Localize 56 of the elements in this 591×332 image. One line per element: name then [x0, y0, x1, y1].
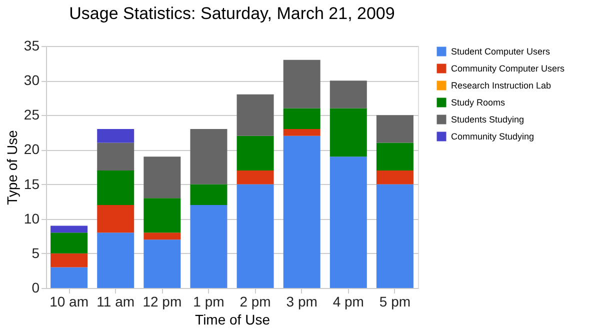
bar [144, 240, 181, 288]
chart-title: Usage Statistics: Saturday, March 21, 2009 [69, 4, 395, 23]
legend-label: Community Studying [451, 132, 534, 142]
legend-label: Study Rooms [451, 98, 506, 108]
bar [97, 142, 134, 170]
y-tick-label: 10 [24, 210, 40, 226]
legend-label: Students Studying [451, 114, 524, 124]
x-tick-label: 11 am [96, 294, 135, 310]
bar [236, 170, 274, 184]
bar [50, 267, 88, 288]
bar [330, 80, 367, 108]
bar [97, 232, 134, 288]
x-tick-label: 1 pm [193, 294, 224, 310]
y-tick-label: 25 [24, 106, 40, 123]
bar [144, 156, 181, 198]
x-tick-label: 10 am [50, 294, 89, 310]
bar [283, 136, 320, 288]
bar [376, 170, 414, 184]
bar [283, 128, 320, 136]
legend-label: Student Computer Users [451, 46, 551, 56]
x-tick-label: 2 pm [240, 294, 271, 310]
y-tick-label: 20 [24, 141, 40, 158]
bar [190, 184, 228, 206]
bar [376, 115, 414, 143]
y-axis-title: Type of Use [4, 130, 20, 205]
bar [50, 226, 88, 233]
x-tick-label: 12 pm [142, 294, 182, 310]
bar [97, 170, 134, 206]
bar [190, 128, 228, 184]
bar [236, 136, 274, 170]
y-tick-label: 15 [24, 176, 40, 192]
bar [144, 198, 181, 233]
x-tick-label: 3 pm [286, 294, 318, 310]
x-axis-title: Time of Use [195, 312, 270, 328]
bar [50, 232, 88, 254]
y-tick-label: 0 [32, 280, 40, 296]
bar [330, 156, 367, 288]
bar [236, 94, 274, 136]
bar [97, 128, 134, 143]
bar [283, 60, 320, 108]
bar [190, 205, 228, 288]
bar [144, 232, 181, 240]
x-tick-label: 4 pm [332, 294, 364, 310]
bar [376, 184, 414, 288]
bar [236, 184, 274, 288]
y-tick-label: 30 [24, 72, 40, 88]
x-tick-label: 5 pm [379, 294, 411, 310]
bar [330, 108, 367, 157]
y-tick-label: 35 [24, 38, 40, 54]
y-tick-label: 5 [32, 244, 40, 261]
legend-label: Community Computer Users [451, 64, 566, 74]
bar [50, 253, 88, 268]
bar [97, 205, 134, 233]
bar [376, 142, 414, 170]
bar [283, 108, 320, 129]
legend-label: Research Instruction Lab [451, 80, 552, 90]
